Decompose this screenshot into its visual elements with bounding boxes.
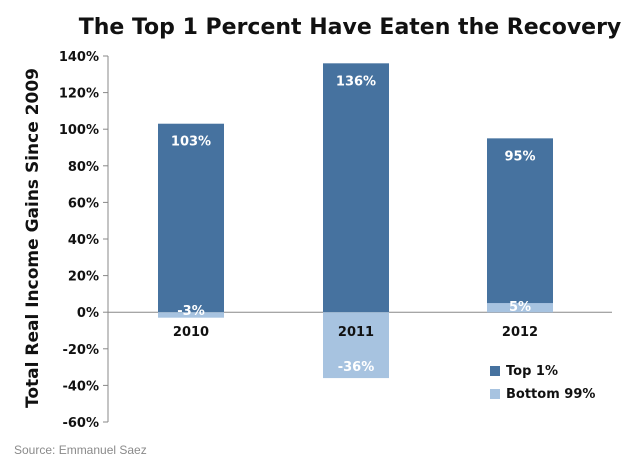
bar-bottom99-label: -3% <box>177 304 204 319</box>
chart-title: The Top 1 Percent Have Eaten the Recover… <box>79 15 622 40</box>
y-axis-label: Total Real Income Gains Since 2009 <box>23 68 43 408</box>
plot-area: 140% 120% 100% 80% 60% 40% 20% 0% -20% -40% -60% 10… <box>59 50 612 431</box>
y-tick-label: 140% <box>59 50 99 65</box>
y-tick-label: -20% <box>62 343 99 358</box>
y-tick-label: 80% <box>68 160 99 175</box>
y-tick-label: 100% <box>59 123 99 138</box>
bar-bottom99-label: 5% <box>509 300 531 315</box>
source-note: Source: Emmanuel Saez <box>14 443 147 457</box>
y-tick-label: -40% <box>62 379 99 394</box>
y-tick-label: 60% <box>68 196 99 211</box>
x-category-label: 2011 <box>338 325 374 340</box>
y-tick-label: 120% <box>59 87 99 102</box>
y-tick-label: 20% <box>68 270 99 285</box>
y-tick-label: 40% <box>68 233 99 248</box>
bar-bottom99 <box>158 312 224 318</box>
bar-top1 <box>323 63 389 313</box>
bar-bottom99-label: -36% <box>338 360 375 375</box>
bar-top1-label: 136% <box>336 74 376 89</box>
bar-top1 <box>158 123 224 313</box>
legend-swatch-top1 <box>490 366 500 376</box>
x-category-label: 2012 <box>502 325 538 340</box>
bar-top1-label: 95% <box>504 149 535 164</box>
legend-swatch-bottom99 <box>490 389 500 399</box>
legend-label-top1: Top 1% <box>506 364 558 379</box>
legend-label-bottom99: Bottom 99% <box>506 387 595 402</box>
bar-bottom99 <box>487 303 553 313</box>
y-tick-label: -60% <box>62 416 99 431</box>
bar-bottom99 <box>323 312 389 379</box>
bar-top1-label: 103% <box>171 135 211 150</box>
bar-top1 <box>487 138 553 313</box>
y-tick-label: 0% <box>77 306 99 321</box>
x-category-label: 2010 <box>173 325 209 340</box>
